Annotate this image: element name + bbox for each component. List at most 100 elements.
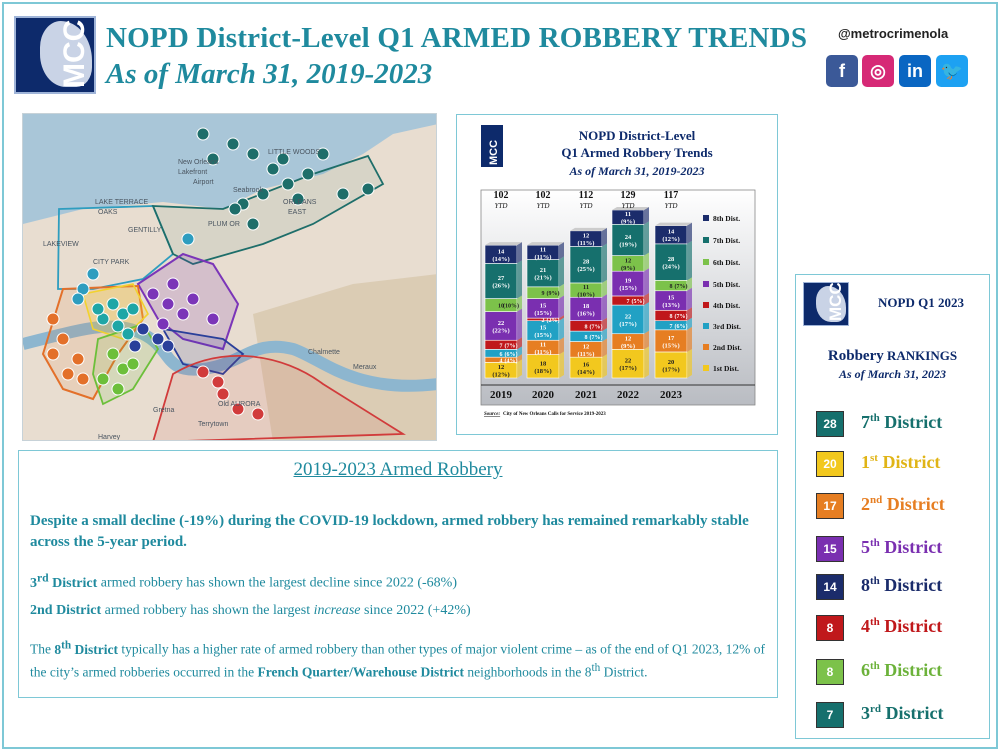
incident-pin[interactable] [196, 365, 210, 379]
incident-pin[interactable] [126, 302, 140, 316]
incident-pin[interactable] [106, 347, 120, 361]
bar-total-suffix: YTD [495, 202, 508, 210]
incident-pin[interactable] [166, 277, 180, 291]
incident-pin[interactable] [206, 312, 220, 326]
incident-pin[interactable] [216, 387, 230, 401]
ranking-district-label: 5th District [861, 537, 942, 558]
p2-text: armed robbery has shown the largest decl… [97, 575, 457, 591]
incident-pin[interactable] [96, 372, 110, 386]
incident-pin[interactable] [71, 292, 85, 306]
incident-pin[interactable] [111, 382, 125, 396]
incident-pin[interactable] [251, 407, 265, 421]
incident-pin[interactable] [211, 375, 225, 389]
incident-pin[interactable] [181, 232, 195, 246]
segment-value-label: 11 [540, 341, 546, 348]
ranking-value-badge: 7 [816, 702, 844, 728]
incident-pin[interactable] [46, 347, 60, 361]
incident-pin[interactable] [76, 372, 90, 386]
incident-pin[interactable] [136, 322, 150, 336]
bar-total-suffix: YTD [622, 202, 635, 210]
segment-pct-label: (26%) [492, 282, 509, 289]
incident-pin[interactable] [71, 352, 85, 366]
incident-pin[interactable] [46, 312, 60, 326]
incident-pin[interactable] [361, 182, 375, 196]
incident-pin[interactable] [281, 177, 295, 191]
incident-pin[interactable] [186, 292, 200, 306]
segment-pct-label: (19%) [619, 241, 636, 248]
incident-pin[interactable] [226, 137, 240, 151]
incident-pin[interactable] [106, 297, 120, 311]
ranking-row: 8 6th District [816, 659, 991, 689]
bar-segment-side [644, 330, 649, 350]
incident-pin[interactable] [146, 287, 160, 301]
mcc-logo: MCC [14, 16, 96, 94]
ranking-ordinal-suffix: nd [870, 494, 883, 506]
incident-pin[interactable] [246, 217, 260, 231]
bar-segment[interactable] [654, 243, 688, 281]
incident-pin[interactable] [128, 339, 142, 353]
incident-pin[interactable] [161, 339, 175, 353]
map-label: Seabrook [233, 187, 263, 194]
incident-pin[interactable] [86, 267, 100, 281]
bar-segment-side [687, 287, 692, 311]
instagram-icon[interactable]: ◎ [862, 55, 894, 87]
incident-pin[interactable] [256, 187, 270, 201]
incident-pin[interactable] [246, 147, 260, 161]
bar-total-suffix: YTD [665, 202, 678, 210]
map-label: CITY PARK [93, 259, 130, 266]
incident-pin[interactable] [228, 202, 242, 216]
bar-segment[interactable] [611, 270, 645, 297]
incident-pin[interactable] [156, 317, 170, 331]
ranking-district-word: District [882, 494, 945, 514]
incident-pin[interactable] [126, 357, 140, 371]
linkedin-icon[interactable]: in [899, 55, 931, 87]
ranking-district-number: 6 [861, 660, 870, 680]
segment-value-label: 18 [583, 303, 590, 310]
facebook-icon[interactable]: f [826, 55, 858, 87]
bar-segment[interactable] [611, 349, 645, 379]
bar-segment-side [602, 338, 607, 358]
segment-value-label: 14 [498, 248, 505, 255]
incident-pin[interactable] [336, 187, 350, 201]
bar-segment-side [559, 242, 564, 260]
incident-pin[interactable] [61, 367, 75, 381]
incident-pin[interactable] [266, 162, 280, 176]
map-graphic: New Orleans Lakefront Airport LAKE TERRACE O… [23, 114, 436, 440]
segment-value-label: 2 [542, 318, 545, 324]
segment-value-label: 20 [668, 359, 675, 366]
bar-segment[interactable] [526, 259, 560, 288]
map-label: OAKS [98, 209, 118, 216]
incident-pin[interactable] [276, 152, 290, 166]
segment-value-label: 8 [585, 324, 588, 330]
twitter-icon[interactable]: 🐦 [936, 55, 968, 87]
segment-pct-label: (11%) [535, 349, 552, 356]
segment-value-label: 22 [625, 313, 632, 320]
p4-b: typically has a higher rate of armed rob… [30, 641, 766, 680]
bar-segment[interactable] [484, 311, 518, 341]
bar-segment[interactable] [484, 263, 518, 299]
segment-value-label: 28 [668, 256, 675, 263]
p4-sup: th [591, 661, 601, 674]
p3-district: 2nd District [30, 603, 102, 618]
incident-pin[interactable] [206, 152, 220, 166]
segment-value-label: 17 [668, 335, 675, 342]
incident-pin[interactable] [291, 192, 305, 206]
segment-value-label: 8 [670, 284, 673, 290]
bar-segment[interactable] [611, 304, 645, 335]
incident-pin[interactable] [151, 332, 165, 346]
segment-value-label: 6 [500, 352, 503, 358]
incident-pin[interactable] [196, 127, 210, 141]
incident-pin[interactable] [121, 327, 135, 341]
incident-pin[interactable] [316, 147, 330, 161]
incident-pin[interactable] [231, 402, 245, 416]
segment-pct-label: (11%) [578, 351, 595, 358]
incident-pin[interactable] [111, 319, 125, 333]
incident-pin[interactable] [91, 302, 105, 316]
incident-pin[interactable] [176, 307, 190, 321]
incident-pin[interactable] [301, 167, 315, 181]
segment-pct-label: (7%) [675, 313, 688, 320]
incident-pin[interactable] [161, 297, 175, 311]
social-handle[interactable]: @metrocrimenola [838, 26, 949, 41]
incident-pin[interactable] [56, 332, 70, 346]
ranking-value-badge: 8 [816, 659, 844, 685]
